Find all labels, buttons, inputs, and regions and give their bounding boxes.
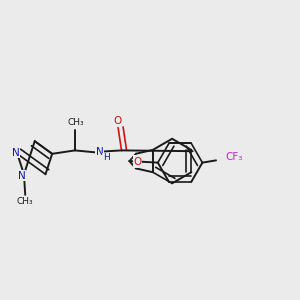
Text: CH₃: CH₃ bbox=[68, 118, 84, 127]
Text: O: O bbox=[134, 157, 142, 167]
Text: O: O bbox=[113, 116, 121, 126]
Text: H: H bbox=[103, 153, 110, 162]
Text: CH₃: CH₃ bbox=[17, 197, 34, 206]
Text: N: N bbox=[96, 147, 104, 157]
Text: N: N bbox=[134, 156, 141, 166]
Text: N: N bbox=[18, 171, 25, 181]
Text: N: N bbox=[12, 148, 20, 158]
Text: CF₃: CF₃ bbox=[226, 152, 243, 162]
